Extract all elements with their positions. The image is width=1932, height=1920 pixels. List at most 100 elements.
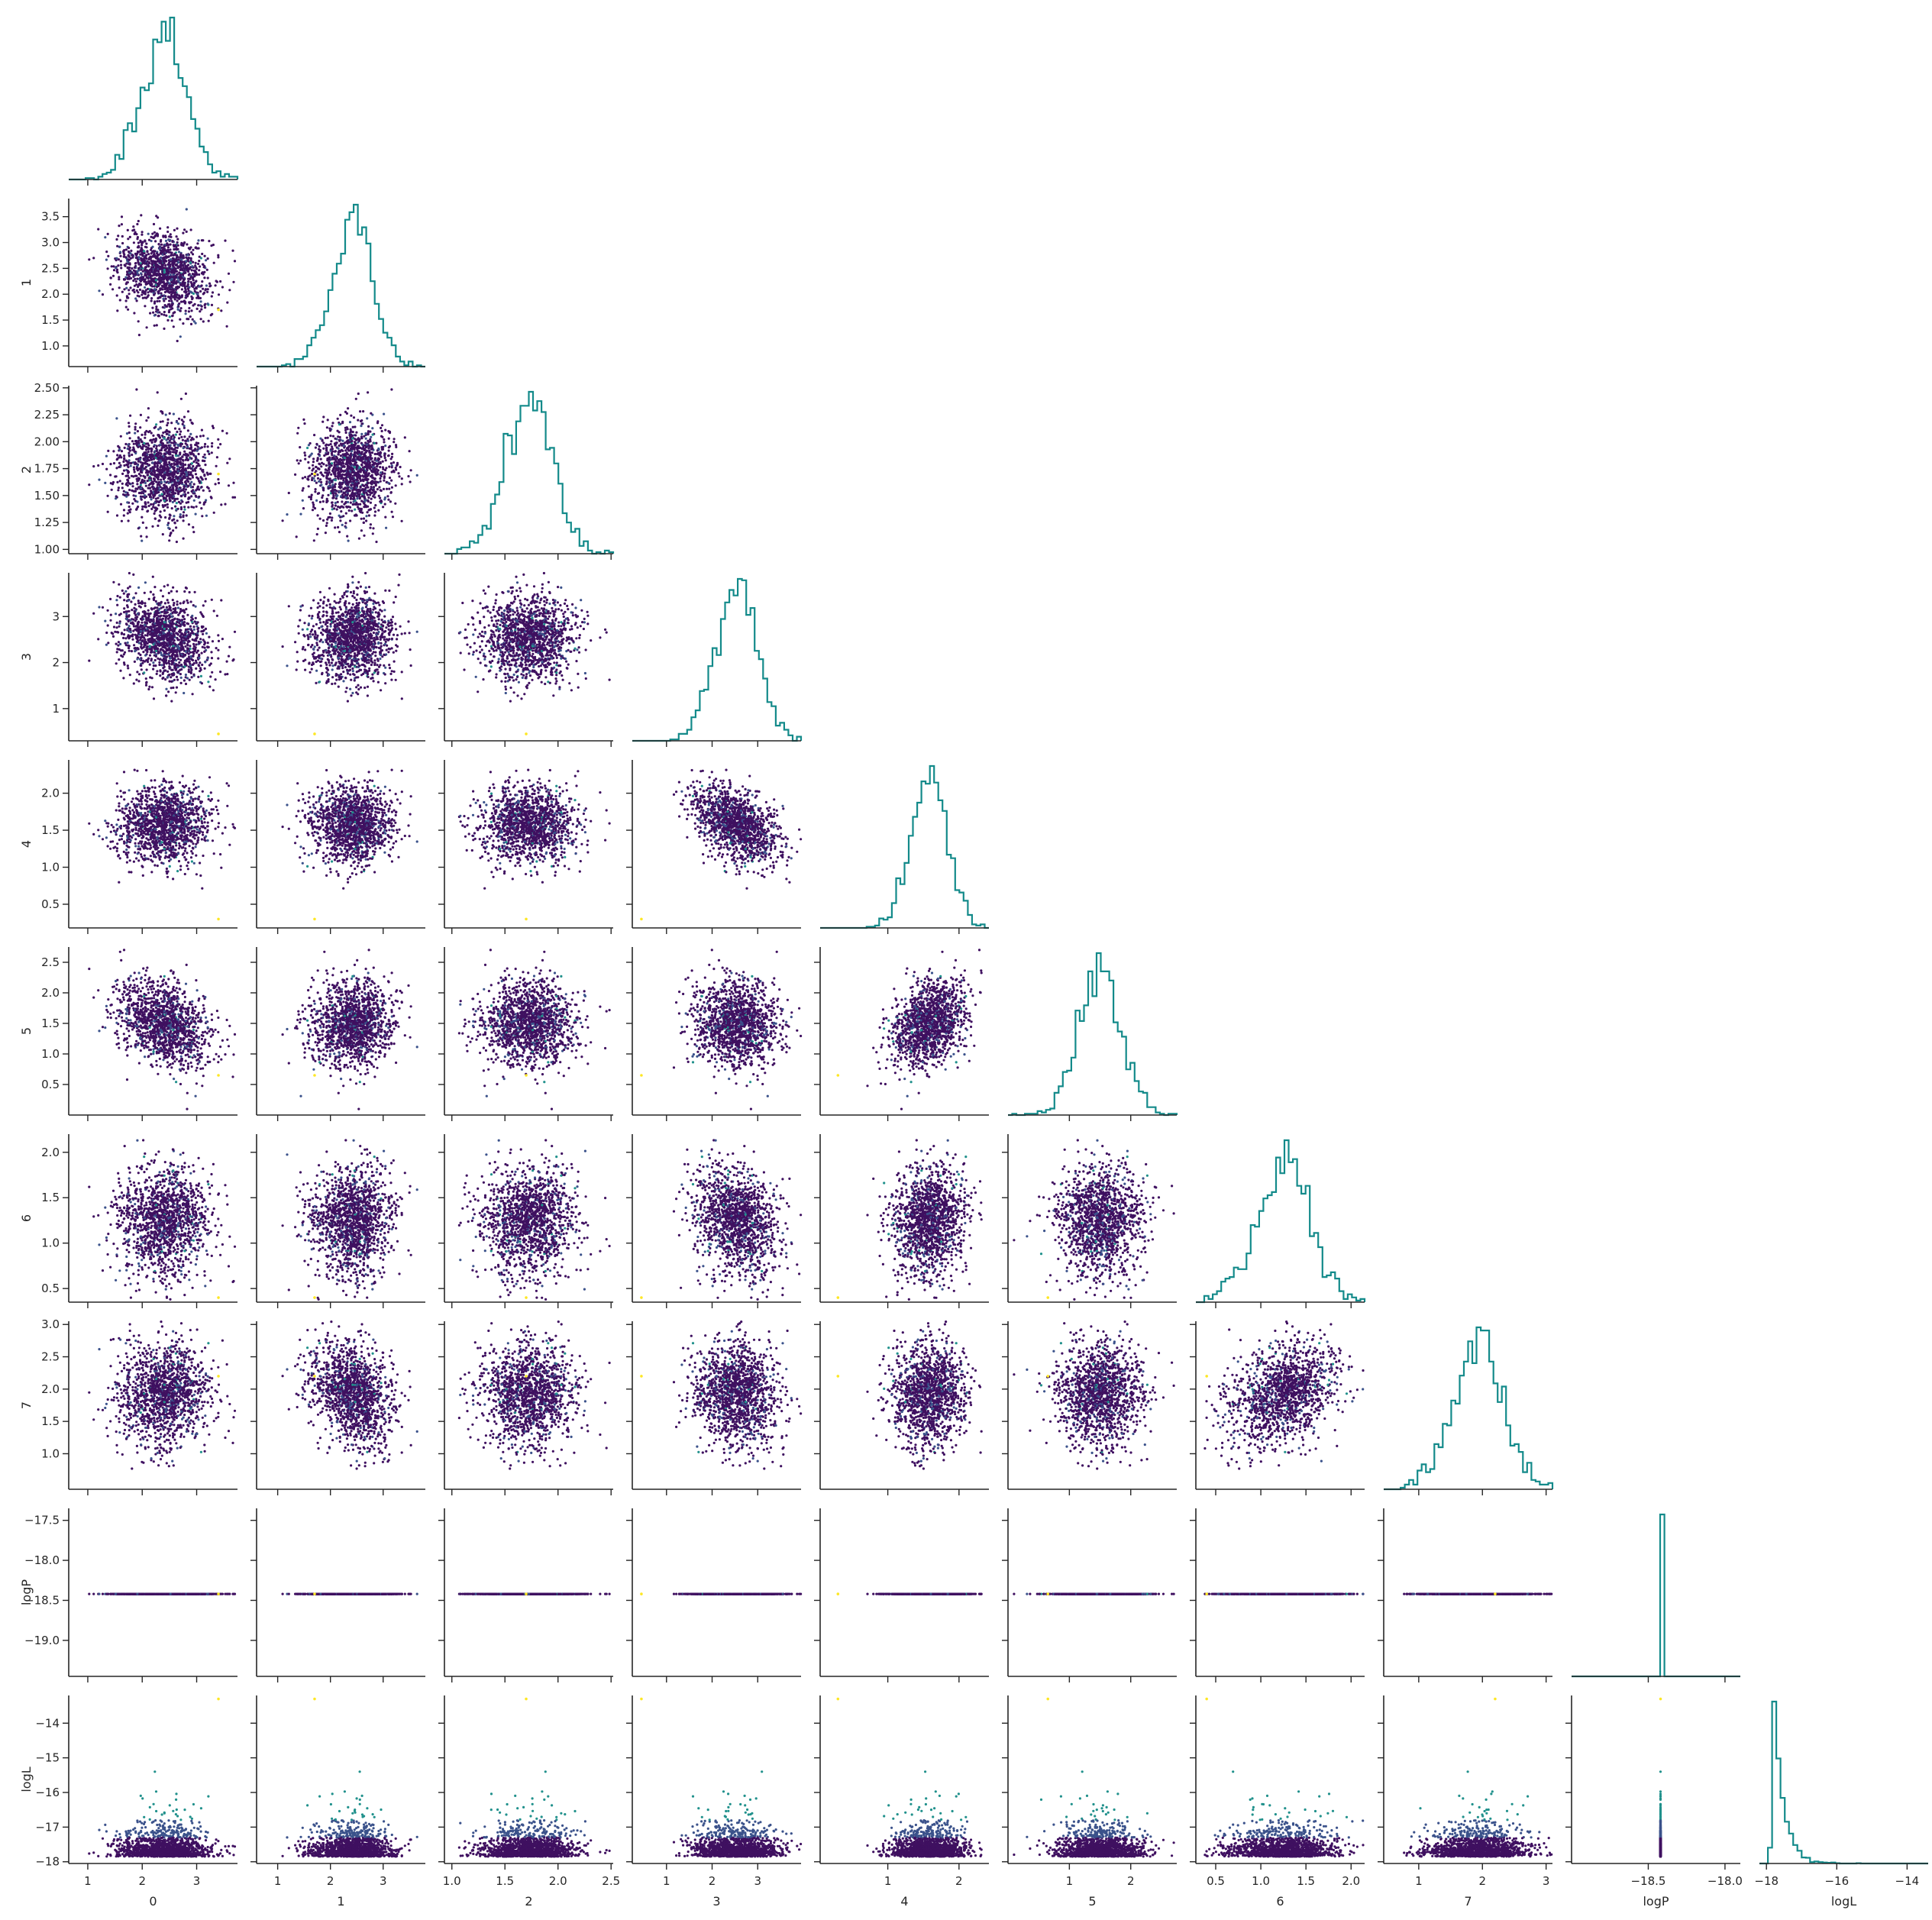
scatter-point	[202, 288, 204, 290]
scatter-point	[181, 284, 183, 286]
scatter-point	[181, 294, 183, 296]
scatter-point	[203, 266, 205, 268]
scatter-point	[215, 483, 217, 485]
scatter-point	[179, 318, 181, 321]
scatter-point	[102, 293, 104, 296]
scatter-point	[109, 463, 111, 465]
scatter-point	[179, 431, 182, 433]
scatter-point	[167, 238, 170, 241]
scatter-point	[170, 244, 172, 246]
scatter-point	[186, 208, 188, 210]
scatter-point	[137, 236, 139, 238]
scatter-point	[183, 511, 185, 513]
scatter-point	[158, 243, 160, 245]
scatter-point	[107, 267, 109, 270]
scatter-point	[121, 242, 124, 244]
scatter-point	[183, 279, 185, 281]
scatter-point	[226, 302, 228, 304]
scatter-point	[135, 388, 137, 390]
scatter-point	[144, 270, 147, 272]
scatter-point	[115, 267, 117, 269]
scatter-point	[182, 273, 184, 276]
scatter-point	[172, 312, 174, 314]
scatter-point	[220, 309, 222, 312]
scatter-point	[128, 267, 131, 269]
scatter-point	[176, 502, 178, 504]
scatter-point	[160, 289, 162, 291]
scatter-point	[183, 241, 186, 244]
scatter-point	[190, 309, 192, 312]
scatter-point	[134, 291, 136, 293]
scatter-point	[133, 312, 135, 314]
scatter-point	[144, 291, 147, 293]
scatter-point	[121, 483, 124, 485]
scatter-point	[123, 288, 125, 290]
scatter-point	[212, 291, 214, 293]
scatter-point	[162, 234, 164, 237]
scatter-point	[137, 251, 140, 253]
scatter-point	[144, 246, 147, 248]
y-tick-label: 3.0	[41, 236, 60, 250]
scatter-point	[177, 244, 179, 247]
scatter-point	[105, 259, 108, 261]
scatter-point	[157, 265, 159, 267]
scatter-point	[176, 273, 178, 276]
scatter-point	[135, 280, 137, 283]
scatter-point	[180, 398, 183, 400]
scatter-point	[165, 240, 167, 242]
scatter-point	[166, 289, 169, 291]
scatter-point	[147, 233, 150, 235]
scatter-point	[224, 240, 226, 242]
scatter-point	[164, 516, 166, 519]
scatter-point	[198, 273, 200, 276]
scatter-point	[191, 422, 193, 424]
scatter-point	[221, 430, 224, 432]
y-axis-label: 1	[19, 279, 34, 286]
scatter-point	[169, 248, 171, 251]
scatter-point	[207, 288, 209, 290]
scatter-point	[141, 254, 144, 257]
scatter-point	[180, 242, 183, 244]
scatter-point	[216, 281, 218, 283]
scatter-point	[206, 269, 208, 271]
scatter-point	[139, 254, 141, 256]
scatter-point	[171, 507, 173, 509]
scatter-point	[134, 461, 137, 464]
scatter-point	[201, 239, 203, 241]
scatter-point	[168, 461, 170, 464]
scatter-point	[176, 235, 178, 238]
scatter-point	[171, 271, 173, 273]
scatter-point	[140, 250, 142, 252]
scatter-point	[171, 304, 173, 306]
scatter-point	[157, 270, 160, 273]
scatter-point	[121, 235, 124, 238]
scatter-point	[154, 510, 157, 512]
scatter-point	[126, 432, 128, 435]
scatter-point	[149, 312, 151, 315]
scatter-point	[211, 442, 213, 444]
scatter-point	[163, 480, 166, 483]
scatter-point	[173, 229, 176, 231]
scatter-point	[150, 299, 153, 302]
scatter-point	[116, 458, 118, 461]
panel-0-vs-0	[69, 18, 237, 186]
scatter-point	[107, 233, 109, 235]
scatter-point	[146, 251, 148, 253]
scatter-point	[197, 263, 199, 265]
scatter-point	[210, 244, 212, 247]
scatter-point	[175, 258, 177, 260]
scatter-point	[157, 274, 160, 276]
scatter-point	[88, 258, 90, 260]
scatter-point	[152, 266, 154, 268]
scatter-point	[207, 257, 209, 260]
scatter-point	[208, 320, 210, 322]
scatter-point	[200, 318, 202, 320]
scatter-point	[138, 334, 141, 336]
scatter-point	[153, 252, 155, 254]
scatter-point	[137, 260, 139, 263]
scatter-point	[157, 464, 159, 467]
scatter-point	[105, 455, 108, 457]
scatter-point	[138, 256, 141, 258]
scatter-point	[228, 273, 230, 275]
scatter-point	[170, 291, 172, 293]
